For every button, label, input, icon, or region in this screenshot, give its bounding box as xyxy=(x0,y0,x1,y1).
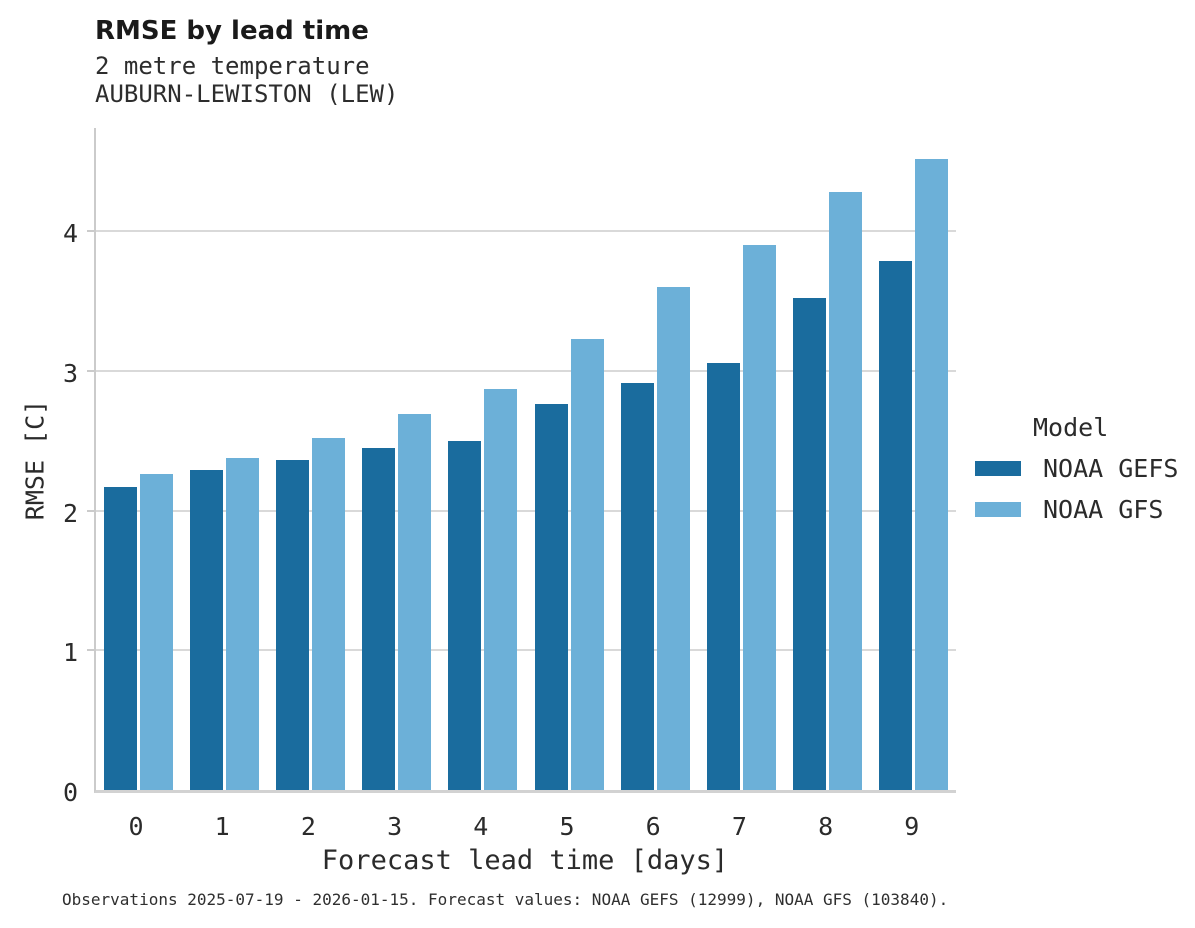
bar-noaa-gfs xyxy=(311,437,345,790)
caption: Observations 2025-07-19 - 2026-01-15. Fo… xyxy=(62,890,949,909)
grid-line xyxy=(96,509,956,512)
y-tick-label: 3 xyxy=(62,358,78,388)
legend-label-noaa-gfs: NOAA GFS xyxy=(1043,495,1164,524)
legend-item-noaa-gfs: NOAA GFS xyxy=(975,495,1178,524)
y-tick-mark xyxy=(87,369,94,372)
x-tick-label: 5 xyxy=(559,812,575,841)
bar-noaa-gefs xyxy=(793,298,827,790)
plot-area xyxy=(87,128,956,793)
x-tick-label: 4 xyxy=(473,812,489,841)
bar-noaa-gfs xyxy=(484,389,518,790)
bar-noaa-gfs xyxy=(570,338,604,790)
legend-swatch-noaa-gfs xyxy=(975,502,1021,517)
bar-noaa-gefs xyxy=(448,440,482,790)
bar-noaa-gefs xyxy=(275,460,309,790)
x-tick-label: 3 xyxy=(387,812,403,841)
bar-noaa-gfs xyxy=(656,287,690,790)
x-tick-label: 6 xyxy=(645,812,661,841)
chart-subtitle-variable: 2 metre temperature xyxy=(95,52,370,80)
x-tick-label: 9 xyxy=(904,812,920,841)
y-tick-mark xyxy=(87,509,94,512)
x-tick-label: 7 xyxy=(731,812,747,841)
bar-noaa-gfs xyxy=(225,457,259,790)
y-tick-label: 2 xyxy=(62,498,78,528)
bar-noaa-gfs xyxy=(139,474,173,790)
legend: Model NOAA GEFS NOAA GFS xyxy=(975,413,1178,524)
bar-noaa-gfs xyxy=(829,192,863,790)
bar-noaa-gfs xyxy=(915,158,949,790)
bar-noaa-gefs xyxy=(879,260,913,790)
legend-item-noaa-gefs: NOAA GEFS xyxy=(975,454,1178,483)
y-tick-mark xyxy=(87,649,94,652)
x-tick-label: 0 xyxy=(128,812,144,841)
legend-title: Model xyxy=(1033,413,1109,442)
bar-noaa-gfs xyxy=(742,245,776,790)
y-tick-mark xyxy=(87,230,94,233)
chart-title: RMSE by lead time xyxy=(95,16,369,46)
chart-subtitle-station: AUBURN-LEWISTON (LEW) xyxy=(95,80,399,108)
bar-noaa-gefs xyxy=(189,470,223,790)
bar-noaa-gfs xyxy=(398,414,432,790)
y-tick-label: 1 xyxy=(62,638,78,668)
grid-line xyxy=(96,369,956,372)
x-tick-label: 1 xyxy=(214,812,230,841)
bar-noaa-gefs xyxy=(706,362,740,790)
bar-noaa-gefs xyxy=(534,404,568,790)
y-tick-label: 0 xyxy=(62,778,78,807)
x-axis-label: Forecast lead time [days] xyxy=(321,845,729,876)
bar-noaa-gefs xyxy=(620,383,654,790)
x-tick-label: 8 xyxy=(818,812,834,841)
grid-line xyxy=(96,230,956,233)
legend-label-noaa-gefs: NOAA GEFS xyxy=(1043,454,1179,483)
bar-noaa-gefs xyxy=(362,447,396,790)
legend-swatch-noaa-gefs xyxy=(975,461,1021,476)
x-tick-label: 2 xyxy=(300,812,316,841)
grid-line xyxy=(96,649,956,652)
y-tick-label: 4 xyxy=(62,219,78,249)
bar-noaa-gefs xyxy=(103,486,137,790)
